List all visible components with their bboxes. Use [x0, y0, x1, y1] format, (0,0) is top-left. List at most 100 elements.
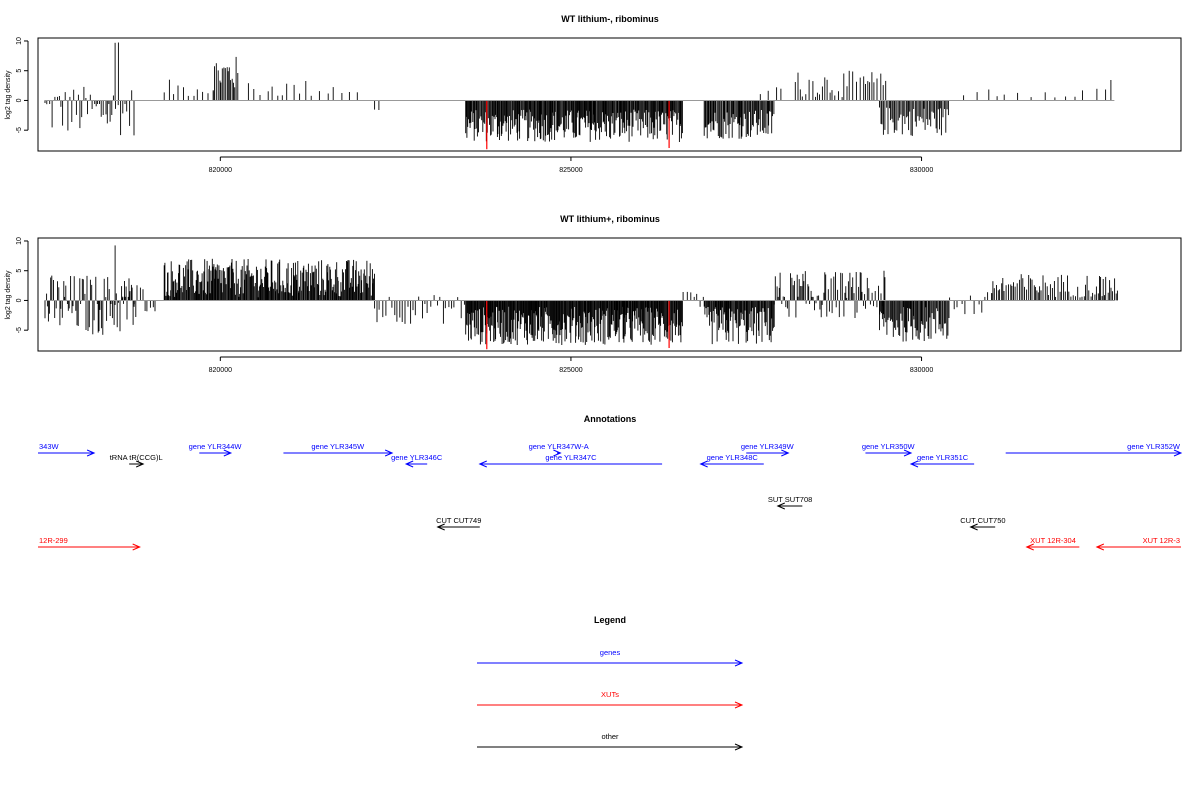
annotation-feature: gene YLR345W — [283, 442, 394, 457]
feature-label: XUT 12R-3 — [1143, 536, 1180, 545]
highlight-bars — [486, 100, 670, 150]
feature-label: gene YLR351C — [917, 453, 969, 462]
y-axis: -5 0 5 10 — [16, 237, 29, 333]
y-axis-label: log2 tag density — [5, 70, 12, 120]
legend-label: genes — [600, 648, 621, 657]
annotation-feature: gene YLR351C — [909, 453, 975, 468]
legend-item: genes — [477, 648, 744, 667]
y-tick-label: 5 — [16, 69, 23, 73]
feature-arrowhead — [223, 449, 233, 457]
y-tick-label: 0 — [16, 298, 23, 302]
feature-label: SUT SUT708 — [768, 495, 812, 504]
y-tick-label: 5 — [16, 269, 23, 273]
feature-label: gene YLR349W — [741, 442, 795, 451]
annotation-feature: gene YLR346C — [391, 453, 443, 468]
feature-arrowhead — [553, 449, 562, 457]
legend-label: XUTs — [601, 690, 619, 699]
annotation-feature: 12R-299 — [38, 536, 141, 551]
y-tick-label: 10 — [16, 37, 23, 45]
feature-arrowhead — [1095, 543, 1105, 551]
track-panel-lithium-plus: WT lithium+, ribominus log2 tag density … — [5, 214, 1182, 374]
annotation-feature: XUT 12R-3 — [1095, 536, 1181, 551]
feature-arrowhead — [776, 502, 785, 510]
legend-items: genes XUTs other — [477, 648, 744, 751]
feature-label: gene YLR344W — [189, 442, 243, 451]
x-axis: 820000 825000 830000 — [209, 156, 933, 174]
feature-arrowhead — [903, 449, 913, 457]
feature-arrowhead — [781, 449, 790, 457]
plot-frame — [37, 237, 1182, 352]
legend-item: XUTs — [477, 690, 744, 709]
annotation-feature: tRNA tR(CCG)L — [110, 453, 163, 468]
feature-label: CUT CUT749 — [436, 516, 481, 525]
annotation-feature: gene YLR347C — [478, 453, 663, 468]
feature-label: gene YLR346C — [391, 453, 443, 462]
feature-arrowhead — [1173, 449, 1183, 457]
annotation-feature: gene YLR348C — [699, 453, 764, 468]
feature-arrowhead — [734, 743, 744, 751]
y-axis-label: log2 tag density — [5, 270, 12, 320]
annotations-title: Annotations — [584, 414, 637, 424]
feature-arrowhead — [86, 449, 96, 457]
annotation-feature: CUT CUT749 — [436, 516, 481, 531]
y-tick-label: 0 — [16, 98, 23, 102]
highlight-bars — [486, 300, 670, 350]
annotation-feature: XUT 12R-304 — [1025, 536, 1080, 551]
feature-label: XUT 12R-304 — [1030, 536, 1076, 545]
annotation-feature: gene YLR344W — [189, 442, 243, 457]
feature-arrowhead — [909, 460, 919, 468]
feature-arrowhead — [132, 543, 141, 551]
plot-frame — [37, 37, 1182, 152]
annotations-panel: Annotations 343W gene YLR344W tRNA tR(CCG)… — [38, 414, 1183, 551]
annotation-feature: CUT CUT750 — [960, 516, 1006, 531]
legend-panel: Legend genes XUTs other — [477, 615, 744, 751]
annotation-feature: SUT SUT708 — [768, 495, 812, 510]
feature-arrowhead — [135, 460, 145, 468]
feature-label: gene YLR347C — [545, 453, 597, 462]
feature-arrowhead — [1025, 543, 1034, 551]
feature-label: CUT CUT750 — [960, 516, 1005, 525]
x-tick-label: 825000 — [559, 167, 582, 174]
x-tick-label: 830000 — [910, 367, 933, 374]
panel-title: WT lithium-, ribominus — [561, 14, 659, 24]
x-tick-label: 820000 — [209, 167, 232, 174]
density-bars — [44, 245, 1118, 345]
panel-title: WT lithium+, ribominus — [560, 214, 660, 224]
feature-label: 12R-299 — [39, 536, 68, 545]
feature-label: 343W — [39, 442, 60, 451]
feature-label: gene YLR350W — [862, 442, 916, 451]
annotation-feature: gene YLR352W — [1005, 442, 1183, 457]
annotation-feature: gene YLR347W-A — [529, 442, 589, 457]
annotation-feature: gene YLR350W — [862, 442, 916, 457]
feature-arrowhead — [436, 523, 445, 531]
feature-arrowhead — [699, 460, 708, 468]
y-axis: -5 0 5 10 — [16, 37, 29, 133]
feature-arrowhead — [734, 659, 744, 667]
legend-label: other — [601, 732, 619, 741]
annotation-features: 343W gene YLR344W tRNA tR(CCG)L gene YLR345… — [38, 442, 1183, 551]
x-tick-label: 825000 — [559, 367, 582, 374]
y-tick-label: 10 — [16, 237, 23, 245]
y-tick-label: -5 — [16, 127, 23, 133]
x-tick-label: 830000 — [910, 167, 933, 174]
feature-label: gene YLR345W — [311, 442, 365, 451]
x-tick-label: 820000 — [209, 367, 232, 374]
feature-label: gene YLR347W-A — [529, 442, 589, 451]
feature-arrowhead — [404, 460, 414, 468]
feature-arrowhead — [478, 460, 487, 468]
feature-arrowhead — [969, 523, 978, 531]
density-bars — [44, 42, 1112, 142]
y-tick-label: -5 — [16, 327, 23, 333]
feature-arrowhead — [734, 701, 744, 709]
x-axis: 820000 825000 830000 — [209, 356, 933, 374]
legend-title: Legend — [594, 615, 626, 625]
track-panel-lithium-minus: WT lithium-, ribominus log2 tag density … — [5, 14, 1182, 174]
feature-arrowhead — [384, 449, 394, 457]
legend-item: other — [477, 732, 744, 751]
annotation-feature: 343W — [38, 442, 96, 457]
feature-label: gene YLR352W — [1127, 442, 1181, 451]
feature-label: gene YLR348C — [707, 453, 759, 462]
feature-label: tRNA tR(CCG)L — [110, 453, 163, 462]
annotation-feature: gene YLR349W — [741, 442, 795, 457]
